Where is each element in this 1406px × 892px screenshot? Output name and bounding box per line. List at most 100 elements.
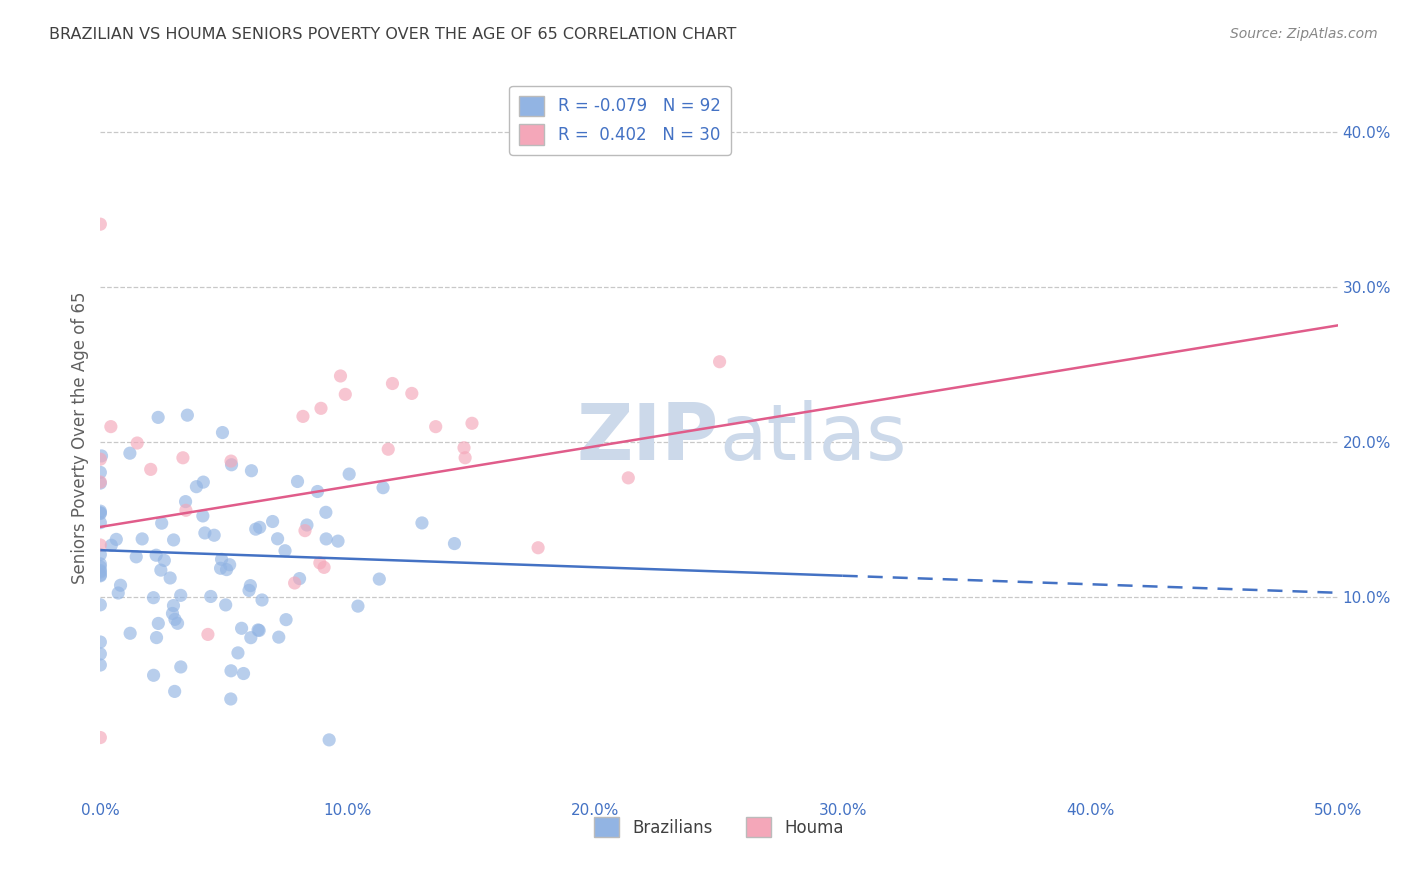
Point [191,508,214,523]
Point [247,624,270,638]
Point [315,532,337,546]
Point [287,475,309,489]
Point [170,588,193,602]
Point [89,568,111,582]
Point [249,520,271,534]
Point [454,450,477,465]
Point [219,454,242,468]
Point [202,528,225,542]
Point [326,534,349,549]
Point [90,449,112,463]
Point [221,458,243,472]
Legend: Brazilians, Houma: Brazilians, Houma [588,810,851,844]
Point [193,475,215,489]
Point [250,593,273,607]
Point [163,684,186,698]
Point [145,631,167,645]
Point [247,623,270,637]
Point [411,516,433,530]
Point [425,419,447,434]
Point [89,548,111,562]
Point [617,471,640,485]
Point [218,558,240,572]
Point [291,409,314,424]
Point [219,692,242,706]
Point [149,563,172,577]
Point [89,217,111,231]
Point [239,579,262,593]
Point [89,516,111,530]
Point [131,532,153,546]
Point [89,564,111,578]
Text: ZIP: ZIP [576,400,718,475]
Point [337,467,360,481]
Point [284,576,307,591]
Point [240,464,263,478]
Point [307,484,329,499]
Point [329,368,352,383]
Point [127,436,149,450]
Point [142,668,165,682]
Point [381,376,404,391]
Point [335,387,357,401]
Text: Source: ZipAtlas.com: Source: ZipAtlas.com [1230,27,1378,41]
Point [163,612,186,626]
Point [226,646,249,660]
Point [347,599,370,614]
Point [312,560,335,574]
Point [461,417,484,431]
Point [239,631,262,645]
Point [153,553,176,567]
Y-axis label: Seniors Poverty Over the Age of 65: Seniors Poverty Over the Age of 65 [72,292,89,584]
Point [89,635,111,649]
Point [100,538,122,552]
Point [146,410,169,425]
Point [89,507,111,521]
Point [232,666,254,681]
Point [211,425,233,440]
Point [162,607,184,621]
Point [159,571,181,585]
Point [368,572,391,586]
Point [118,446,141,460]
Point [231,621,253,635]
Point [89,647,111,661]
Point [377,442,399,457]
Point [89,560,111,574]
Point [197,627,219,641]
Point [238,583,260,598]
Point [308,556,330,570]
Point [288,572,311,586]
Point [162,533,184,547]
Point [215,563,238,577]
Point [527,541,550,555]
Point [315,505,337,519]
Point [211,552,233,566]
Point [318,732,340,747]
Point [186,480,208,494]
Point [89,475,111,489]
Text: BRAZILIAN VS HOUMA SENIORS POVERTY OVER THE AGE OF 65 CORRELATION CHART: BRAZILIAN VS HOUMA SENIORS POVERTY OVER … [49,27,737,42]
Point [709,355,731,369]
Point [89,506,111,520]
Point [145,548,167,562]
Point [100,419,122,434]
Point [110,578,132,592]
Point [309,401,332,416]
Point [89,658,111,673]
Point [174,494,197,508]
Point [89,731,111,745]
Point [274,543,297,558]
Point [209,561,232,575]
Point [162,599,184,613]
Point [245,522,267,536]
Point [194,525,217,540]
Point [89,504,111,518]
Point [170,660,193,674]
Point [176,408,198,422]
Point [401,386,423,401]
Point [443,536,465,550]
Point [172,450,194,465]
Point [89,538,111,552]
Point [142,591,165,605]
